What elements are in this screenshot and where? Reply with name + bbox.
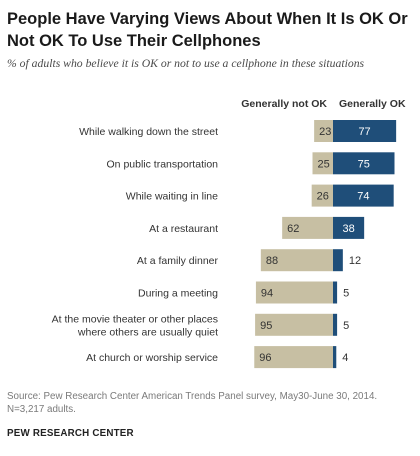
bar-ok	[333, 281, 338, 304]
value-label-not-ok: 23	[319, 126, 331, 138]
bar-not-ok	[255, 281, 333, 304]
value-label-ok: 5	[343, 288, 349, 300]
value-label-not-ok: 25	[318, 158, 330, 170]
diverging-bar-chart: Generally not OK Generally OK While walkin…	[52, 98, 406, 369]
value-label-not-ok: 62	[287, 223, 299, 235]
value-label-not-ok: 95	[260, 320, 272, 332]
value-label-ok: 38	[342, 223, 354, 235]
value-label-ok: 77	[358, 126, 370, 138]
bar-ok	[333, 313, 338, 336]
bar-not-ok	[312, 152, 333, 175]
value-label-not-ok: 26	[317, 191, 329, 203]
bar-ok	[333, 120, 397, 142]
bar-not-ok	[311, 184, 333, 207]
legend-ok: Generally OK	[339, 98, 406, 110]
bar-not-ok	[255, 313, 333, 336]
category-label: At the movie theater or other places	[52, 313, 218, 325]
value-label-ok: 74	[357, 191, 369, 203]
value-label-ok: 12	[349, 255, 361, 267]
bar-ok	[333, 249, 343, 272]
bar-not-ok	[260, 249, 333, 272]
value-label-ok: 4	[342, 352, 348, 364]
category-label: While waiting in line	[126, 191, 218, 203]
bar-ok	[333, 152, 395, 175]
category-label: At a family dinner	[137, 255, 219, 267]
category-label: At a restaurant	[149, 223, 218, 235]
chart-subtitle: % of adults who believe it is OK or not …	[7, 57, 365, 70]
source-note: Source: Pew Research Center American Tre…	[7, 391, 378, 415]
category-label: At church or worship service	[86, 352, 218, 364]
chart-title: People Have Varying Views About When It …	[7, 10, 408, 50]
bar-not-ok	[314, 120, 333, 142]
legend-not-ok: Generally not OK	[241, 98, 327, 110]
category-label: where others are usually quiet	[77, 326, 218, 338]
value-label-not-ok: 88	[266, 255, 278, 267]
organization-label: PEW RESEARCH CENTER	[7, 428, 134, 439]
bar-ok	[333, 216, 365, 239]
bar-ok	[333, 346, 337, 369]
bar-not-ok	[254, 346, 333, 369]
bar-ok	[333, 184, 394, 207]
category-label: On public transportation	[107, 158, 219, 170]
category-label: During a meeting	[138, 288, 218, 300]
bar-not-ok	[282, 216, 333, 239]
value-label-not-ok: 96	[259, 352, 271, 364]
value-label-ok: 75	[358, 158, 370, 170]
value-label-not-ok: 94	[261, 288, 273, 300]
value-label-ok: 5	[343, 320, 349, 332]
category-label: While walking down the street	[79, 126, 218, 138]
